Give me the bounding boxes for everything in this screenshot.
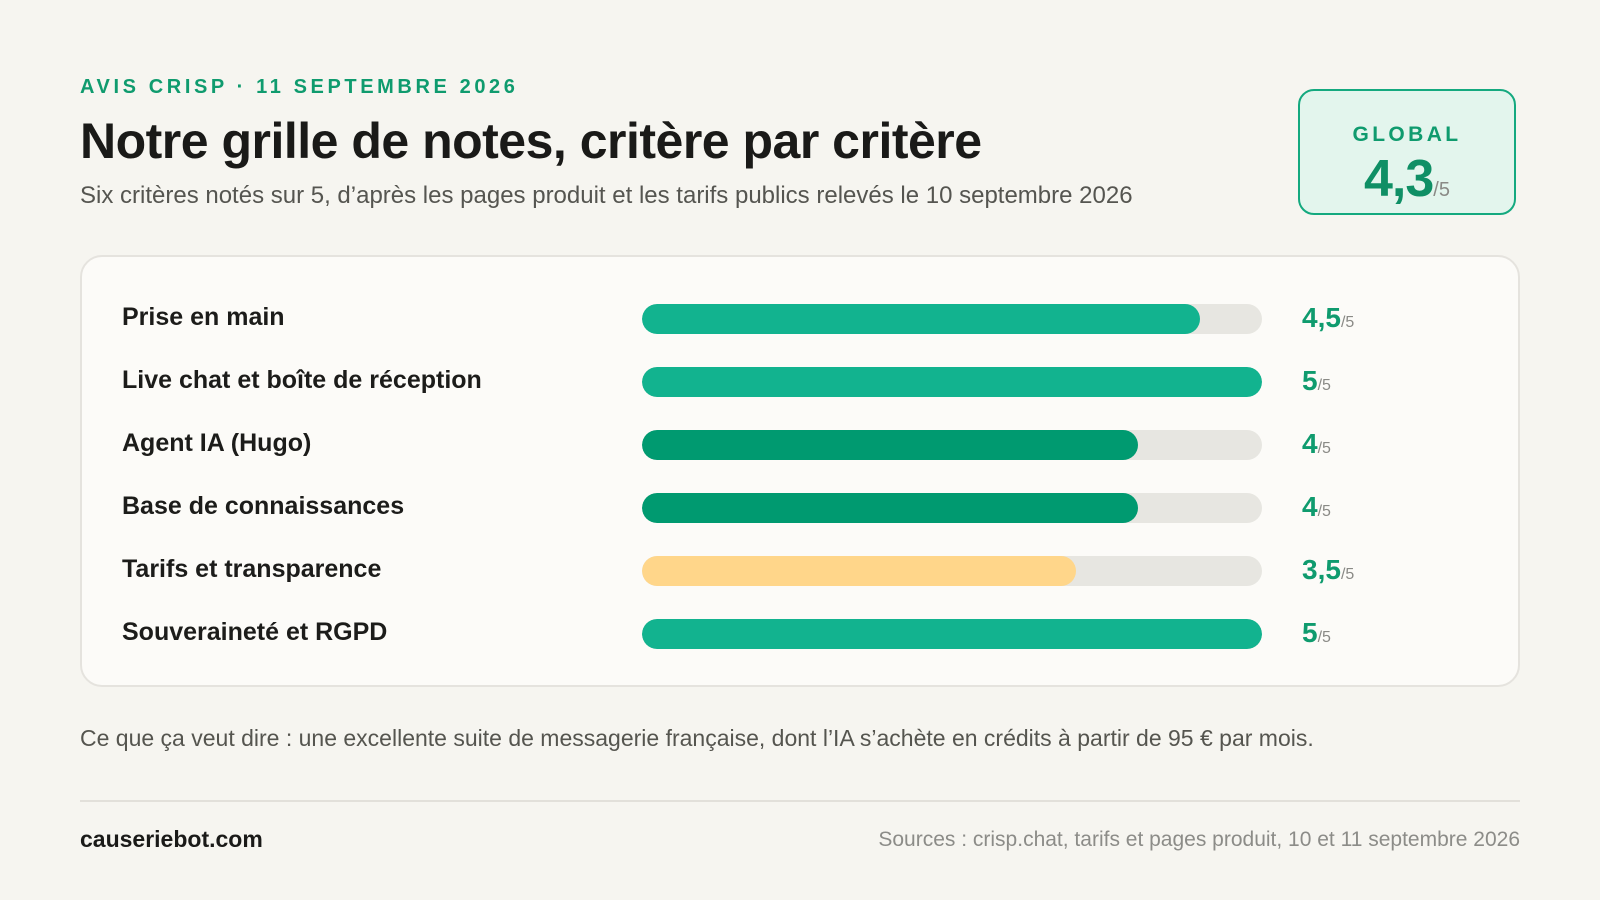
chart-row: Agent IA (Hugo) 4/5 — [82, 428, 1518, 460]
scores-chart: Prise en main 4,5/5 Live chat et boîte de … — [80, 255, 1520, 687]
score-denominator: /5 — [1317, 377, 1331, 394]
score-label: 4,5/5 — [1302, 302, 1354, 339]
data-label: 4,5 — [1302, 302, 1341, 333]
score-label: 3,5/5 — [1302, 554, 1354, 591]
page-subtitle: Six critères notés sur 5, d’après les pa… — [80, 182, 1133, 209]
page-title: Notre grille de notes, critère par critè… — [80, 113, 982, 169]
score-denominator: /5 — [1340, 314, 1355, 331]
score-label: 4/5 — [1302, 491, 1331, 528]
bar — [642, 556, 1076, 586]
footer-divider — [80, 800, 1520, 802]
bar-track — [642, 556, 1262, 586]
score-denominator: /5 — [1317, 440, 1331, 457]
score-label: 5/5 — [1302, 617, 1331, 654]
data-label: 4 — [1302, 428, 1318, 459]
bar-track — [642, 367, 1262, 397]
bar — [642, 619, 1262, 649]
takeaway-text: Ce que ça veut dire : une excellente sui… — [80, 725, 1314, 751]
bar-track — [642, 304, 1262, 334]
category-label: Live chat et boîte de réception — [122, 366, 482, 394]
score-label: 4/5 — [1302, 428, 1331, 465]
eyebrow: AVIS CRISP · 11 SEPTEMBRE 2026 — [80, 76, 519, 98]
global-score: 4,3/5 — [1300, 149, 1514, 209]
data-label: 3,5 — [1302, 554, 1341, 585]
data-label: 5 — [1302, 617, 1318, 648]
global-score-label: GLOBAL — [1352, 123, 1462, 146]
chart-row: Live chat et boîte de réception 5/5 — [82, 365, 1518, 397]
category-label: Base de connaissances — [122, 492, 405, 520]
chart-row: Prise en main 4,5/5 — [82, 302, 1518, 334]
bar-track — [642, 619, 1262, 649]
category-label: Prise en main — [122, 303, 285, 331]
sources-text: Sources : crisp.chat, tarifs et pages pr… — [878, 828, 1520, 851]
bar-track — [642, 493, 1262, 523]
data-label: 5 — [1302, 365, 1318, 396]
chart-row: Base de connaissances 4/5 — [82, 491, 1518, 523]
chart-row: Tarifs et transparence 3,5/5 — [82, 554, 1518, 586]
category-label: Tarifs et transparence — [122, 555, 382, 583]
global-score-denominator: /5 — [1433, 179, 1450, 201]
score-denominator: /5 — [1317, 503, 1331, 520]
category-label: Souveraineté et RGPD — [122, 618, 388, 646]
global-score-card: GLOBAL 4,3/5 — [1298, 89, 1516, 215]
brand-link[interactable]: causeriebot.com — [80, 826, 263, 852]
data-label: 4 — [1302, 491, 1318, 522]
score-denominator: /5 — [1340, 566, 1355, 583]
score-denominator: /5 — [1317, 629, 1331, 646]
bar — [642, 493, 1138, 523]
bar-track — [642, 430, 1262, 460]
bar — [642, 367, 1262, 397]
score-label: 5/5 — [1302, 365, 1331, 402]
global-score-value: 4,3 — [1364, 150, 1434, 208]
chart-row: Souveraineté et RGPD 5/5 — [82, 617, 1518, 649]
category-label: Agent IA (Hugo) — [122, 429, 312, 457]
bar — [642, 304, 1200, 334]
bar — [642, 430, 1138, 460]
